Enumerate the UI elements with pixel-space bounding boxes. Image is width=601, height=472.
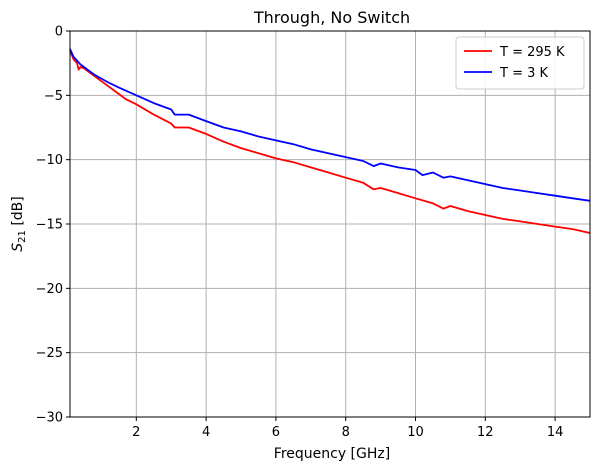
y-axis-label-s: S xyxy=(10,243,26,252)
series-group xyxy=(69,48,591,234)
x-tick-label: 8 xyxy=(342,425,350,440)
legend-box xyxy=(455,36,585,90)
y-tick-label: 0 xyxy=(55,25,63,40)
x-tick-label: 12 xyxy=(477,425,494,440)
legend-label: T = 3 K xyxy=(499,66,549,81)
y-axis-label: S21 [dB] xyxy=(10,196,28,252)
x-tick-label: 4 xyxy=(202,425,210,440)
x-tick-label: 14 xyxy=(547,425,564,440)
series-line-2 xyxy=(69,48,591,202)
y-tick-label: −15 xyxy=(36,218,63,233)
y-tick-label: −20 xyxy=(36,282,63,297)
x-axis-label: Frequency [GHz] xyxy=(274,446,390,462)
y-tick-label: −5 xyxy=(44,89,63,104)
legend-label: T = 295 K xyxy=(499,45,565,60)
x-tick-label: 10 xyxy=(407,425,424,440)
y-tick-label: −10 xyxy=(36,153,63,168)
y-tick-label: −30 xyxy=(36,411,63,426)
legend: T = 295 K T = 3 K xyxy=(455,36,585,90)
y-axis-label-group: S21 [dB] xyxy=(10,196,28,252)
y-axis-label-sub: 21 xyxy=(17,230,28,243)
x-tick-label: 2 xyxy=(132,425,140,440)
series-line-1 xyxy=(69,49,591,234)
x-tick-label: 6 xyxy=(272,425,280,440)
y-axis-label-unit: [dB] xyxy=(10,196,26,230)
y-tick-label: −25 xyxy=(36,346,63,361)
chart-title: Through, No Switch xyxy=(253,8,410,27)
ticks: 2 4 6 8 10 12 14 −30 −25 −20 −15 −10 −5 0 xyxy=(36,25,564,441)
